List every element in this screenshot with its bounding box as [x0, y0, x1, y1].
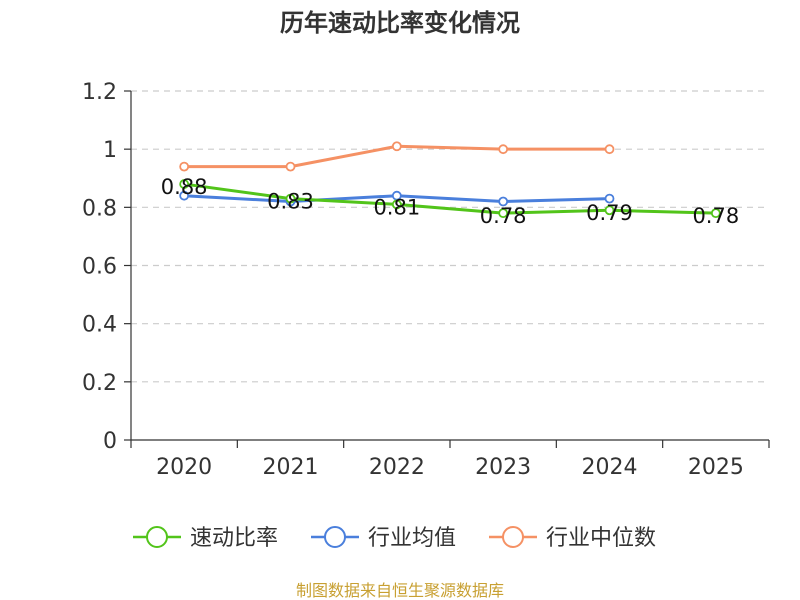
data-point — [710, 208, 721, 219]
series-line-1 — [183, 182, 716, 215]
legend-label[interactable]: 速动比率 — [190, 526, 278, 551]
legend-marker-icon — [502, 526, 524, 548]
x-tick-label: 2024 — [582, 455, 638, 480]
data-point — [604, 144, 615, 155]
data-point — [498, 208, 509, 219]
data-label: 0.88 — [161, 175, 208, 199]
data-point — [391, 199, 402, 210]
legend-label[interactable]: 行业中位数 — [546, 526, 656, 551]
x-tick-label: 2021 — [263, 455, 319, 480]
y-tick-label: 1 — [103, 138, 117, 163]
data-label: 0.81 — [373, 195, 420, 219]
legend-label[interactable]: 行业均值 — [368, 526, 456, 551]
data-point — [285, 193, 296, 204]
data-label: 0.78 — [692, 204, 739, 228]
data-point — [179, 161, 190, 172]
y-tick-label: 0.6 — [82, 255, 117, 280]
legend-marker-icon — [146, 526, 168, 548]
data-point — [285, 161, 296, 172]
data-label: 0.78 — [480, 204, 527, 228]
y-tick-label: 0.4 — [82, 313, 117, 338]
data-point — [498, 196, 509, 207]
x-tick-label: 2022 — [369, 455, 425, 480]
y-tick-label: 0 — [103, 429, 117, 454]
x-tick-label: 2020 — [156, 455, 212, 480]
data-point — [391, 141, 402, 152]
x-tick-label: 2023 — [475, 455, 531, 480]
data-point — [498, 144, 509, 155]
legend: 速动比率 行业均值 行业中位数 — [133, 526, 656, 551]
data-labels: 0.88 0.83 0.81 0.78 0.79 0.78 — [161, 175, 739, 228]
series — [179, 141, 721, 219]
grid — [131, 90, 769, 383]
chart-title: 历年速动比率变化情况 — [280, 9, 520, 37]
data-point — [604, 205, 615, 216]
data-point — [604, 193, 615, 204]
data-label: 0.79 — [586, 201, 633, 225]
source-note: 制图数据来自恒生聚源数据库 — [296, 581, 504, 600]
y-tick-label: 0.2 — [82, 371, 117, 396]
legend-marker-icon — [324, 526, 346, 548]
x-tick-label: 2025 — [688, 455, 744, 480]
data-point — [179, 190, 190, 201]
y-tick-label: 1.2 — [82, 80, 117, 105]
y-tick-label: 0.8 — [82, 196, 117, 221]
data-point — [179, 179, 190, 189]
data-label: 0.83 — [267, 190, 314, 214]
